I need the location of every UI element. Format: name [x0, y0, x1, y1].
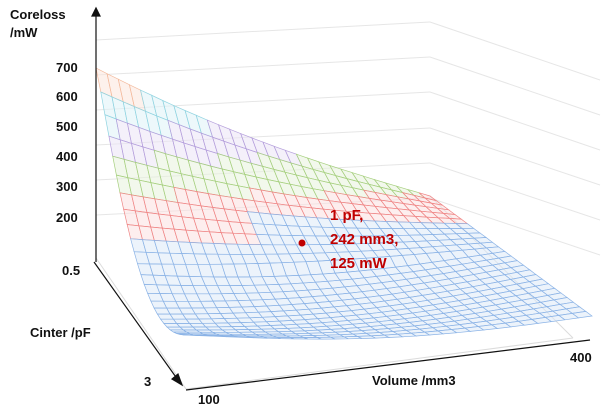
x-tick-label-1: 400 [570, 350, 592, 365]
x-axis-line [185, 339, 591, 391]
z-tick-label-0: 700 [56, 60, 78, 75]
annotation-line2: 242 mm3, [330, 231, 398, 248]
z-tick-label-2: 500 [56, 119, 78, 134]
y-axis-line [93, 261, 179, 381]
z-tick-labels: 700 600 500 400 300 200 [56, 60, 78, 225]
z-axis-arrow-icon [91, 6, 101, 17]
z-axis-label-line1: Coreloss [10, 7, 66, 22]
optimum-point [298, 239, 306, 247]
z-tick-label-4: 300 [56, 179, 78, 194]
z-axis-label-line2: /mW [10, 25, 38, 40]
surface-cell [571, 311, 593, 319]
z-tick-label-3: 400 [56, 149, 78, 164]
annotation-line1: 1 pF, [330, 207, 363, 224]
coreloss-surface [95, 67, 593, 340]
y-axis-label: Cinter /pF [30, 325, 91, 340]
y-axis-arrow-icon [170, 372, 184, 387]
x-axis-label: Volume /mm3 [372, 373, 456, 388]
x-tick-label-0: 100 [198, 392, 220, 407]
y-tick-label-0: 0.5 [62, 263, 80, 278]
axes [91, 6, 591, 391]
z-tick-label-1: 600 [56, 89, 78, 104]
annotation-line3: 125 mW [330, 255, 388, 272]
y-tick-label-1: 3 [144, 374, 151, 389]
z-tick-label-5: 200 [56, 210, 78, 225]
